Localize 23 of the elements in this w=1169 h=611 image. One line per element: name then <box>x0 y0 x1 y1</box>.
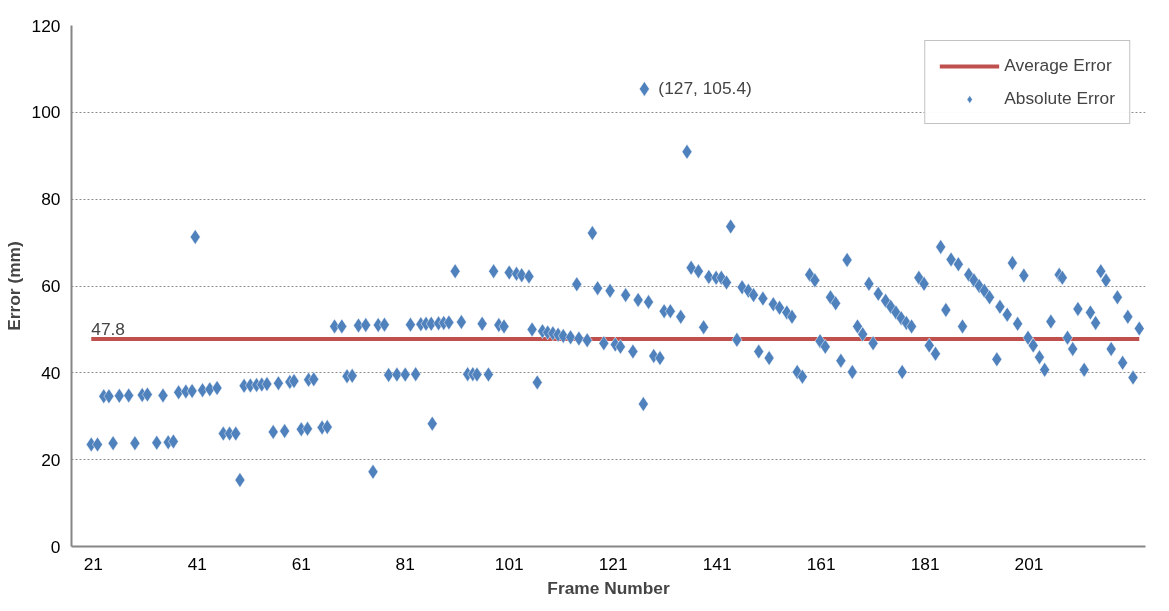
x-axis-title: Frame Number <box>547 577 670 598</box>
x-tick-label: 41 <box>187 553 207 574</box>
x-tick-label: 201 <box>1014 553 1044 574</box>
y-tick-label: 40 <box>41 362 61 383</box>
x-tick-label: 101 <box>494 553 524 574</box>
x-tick-label: 141 <box>702 553 732 574</box>
y-tick-label: 20 <box>41 449 61 470</box>
x-tick-label: 81 <box>395 553 415 574</box>
x-tick-label: 21 <box>83 553 103 574</box>
y-tick-label: 80 <box>41 189 61 210</box>
y-tick-label: 0 <box>50 536 61 557</box>
x-tick-label: 121 <box>598 553 628 574</box>
x-tick-label: 161 <box>806 553 836 574</box>
y-axis-title: Error (mm) <box>3 241 24 331</box>
legend-label: Absolute Error <box>1004 88 1115 109</box>
y-tick-label: 100 <box>31 102 61 123</box>
y-tick-label: 120 <box>31 15 61 36</box>
x-tick-label: 61 <box>291 553 311 574</box>
y-tick-label: 60 <box>41 276 61 296</box>
data-label: 47.8 <box>91 318 125 339</box>
x-tick-label: 181 <box>910 553 940 574</box>
legend-label: Average Error <box>1004 55 1112 76</box>
annotation: (127, 105.4) <box>658 77 752 98</box>
